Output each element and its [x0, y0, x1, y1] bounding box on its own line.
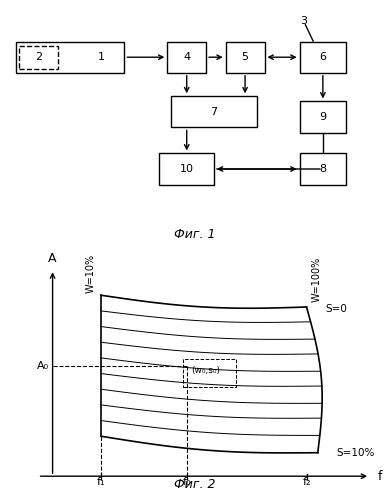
Text: 10: 10 — [180, 164, 194, 174]
Text: W=10%: W=10% — [86, 254, 96, 293]
Text: 1: 1 — [98, 52, 105, 62]
Text: 2: 2 — [35, 52, 42, 62]
Text: f₁: f₁ — [97, 477, 105, 487]
Text: 7: 7 — [210, 107, 217, 117]
Text: f: f — [377, 470, 382, 482]
Text: 9: 9 — [319, 112, 326, 122]
Text: 4: 4 — [183, 52, 190, 62]
FancyBboxPatch shape — [300, 154, 346, 184]
FancyBboxPatch shape — [16, 42, 124, 73]
Text: Фиг. 2: Фиг. 2 — [174, 478, 215, 492]
Text: Фиг. 1: Фиг. 1 — [174, 228, 215, 240]
Text: 8: 8 — [319, 164, 326, 174]
FancyBboxPatch shape — [171, 96, 257, 128]
Text: A₀: A₀ — [37, 361, 49, 371]
Text: W=100%: W=100% — [312, 257, 322, 302]
Text: S=10%: S=10% — [336, 448, 375, 458]
FancyBboxPatch shape — [300, 102, 346, 132]
Text: (w₀,s₀): (w₀,s₀) — [191, 366, 220, 375]
FancyBboxPatch shape — [226, 42, 265, 73]
FancyBboxPatch shape — [19, 46, 58, 69]
Text: 5: 5 — [242, 52, 249, 62]
Text: 6: 6 — [319, 52, 326, 62]
Text: 3: 3 — [300, 16, 307, 26]
FancyBboxPatch shape — [159, 154, 214, 184]
Text: A: A — [48, 252, 57, 264]
FancyBboxPatch shape — [167, 42, 206, 73]
Text: f₂: f₂ — [302, 477, 311, 487]
Text: f₀: f₀ — [183, 477, 191, 487]
Text: S=0: S=0 — [325, 304, 347, 314]
FancyBboxPatch shape — [300, 42, 346, 73]
